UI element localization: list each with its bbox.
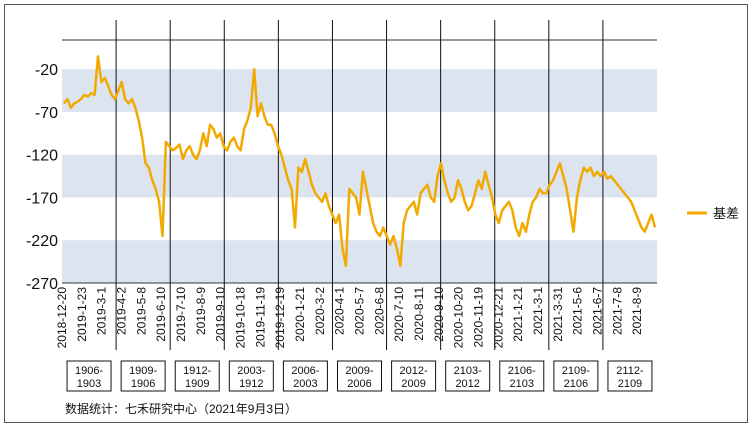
contract-pair-box <box>120 360 166 392</box>
contract-pair-bottom: 1906 <box>131 378 155 390</box>
contract-pair-bottom: 2009 <box>401 378 425 390</box>
contract-pair-box <box>66 360 112 392</box>
contract-pair-top: 1909- <box>129 365 157 377</box>
grid-band <box>62 69 657 112</box>
x-tick-label: 2019-11-19 <box>253 287 267 348</box>
contract-pair-top: 2112- <box>616 365 644 377</box>
x-tick-label: 2019-4-2 <box>115 287 129 335</box>
contract-pair-bottom: 1903 <box>77 378 101 390</box>
x-tick-label: 2021-3-31 <box>551 287 565 342</box>
y-tick-label: -70 <box>35 105 58 122</box>
contract-pair-top: 2103- <box>454 365 482 377</box>
x-tick-label: 2020-3-2 <box>313 287 327 335</box>
x-tick-label: 2019-10-18 <box>234 287 248 349</box>
contract-pair-bottom: 2003 <box>293 378 317 390</box>
y-tick-label: -270 <box>26 276 58 293</box>
x-tick-label: 2021-6-7 <box>591 287 605 335</box>
x-tick-label: 2020-10-20 <box>452 287 466 349</box>
contract-pair-top: 2012- <box>400 365 428 377</box>
x-tick-label: 2020-11-19 <box>472 287 486 348</box>
contract-pair-bottom: 2106 <box>564 378 588 390</box>
x-tick-label: 2021-3-1 <box>531 287 545 335</box>
contract-pair-bottom: 1909 <box>185 378 209 390</box>
y-tick-label: -170 <box>26 190 58 207</box>
basis-series-line <box>63 55 657 268</box>
contract-pair-box <box>174 360 220 392</box>
basis-line-chart: -20 -70 -120 -170 -220 -270 2018-12-20 2019-1-… <box>26 20 739 416</box>
x-tick-label: 2021-5-6 <box>571 287 585 335</box>
x-tick-label: 2020-12-21 <box>491 287 505 349</box>
x-tick-label: 2020-5-7 <box>353 287 367 335</box>
x-tick-label: 2019-7-10 <box>174 287 188 342</box>
contract-pair-box <box>282 360 328 392</box>
x-tick-label: 2021-8-9 <box>630 287 644 335</box>
chart-frame: -20 -70 -120 -170 -220 -270 2018-12-20 2019-1-… <box>4 4 748 423</box>
contract-pair-box <box>445 360 491 392</box>
contract-pair-box <box>499 360 545 392</box>
x-tick-label: 2019-5-8 <box>134 287 148 335</box>
x-tick-label: 2019-6-10 <box>154 287 168 342</box>
contract-pair-box <box>553 360 599 392</box>
x-tick-label: 2021-1-21 <box>511 287 525 342</box>
legend-label: 基差 <box>713 206 739 221</box>
x-tick-label: 2019-8-9 <box>194 287 208 335</box>
x-tick-label: 2020-8-11 <box>412 287 426 341</box>
y-tick-label: -20 <box>35 62 58 79</box>
x-tick-label: 2020-1-21 <box>293 287 307 342</box>
x-tick-label: 2020-9-10 <box>432 287 446 342</box>
contract-pair-top: 2009- <box>345 365 373 377</box>
x-tick-label: 2020-7-10 <box>392 287 406 342</box>
y-tick-label: -220 <box>26 233 58 250</box>
contract-pair-box <box>391 360 437 392</box>
y-tick-label: -120 <box>26 148 58 165</box>
contract-pair-bottom: 1912 <box>239 378 263 390</box>
x-tick-label: 2020-6-8 <box>372 287 386 335</box>
x-tick-label: 2019-3-1 <box>95 287 109 335</box>
grid-band <box>62 154 657 198</box>
x-tick-label: 2019-1-23 <box>75 287 89 342</box>
contract-pair-bottom: 2006 <box>347 378 371 390</box>
source-note: 数据统计：七禾研究中心（2021年9月3日） <box>65 401 297 416</box>
contract-pair-bottom: 2012 <box>455 378 479 390</box>
x-tick-label: 2019-9-10 <box>214 287 228 342</box>
x-tick-label: 2018-12-20 <box>55 287 69 349</box>
contract-pair-box <box>337 360 382 392</box>
contract-pair-box <box>607 360 653 392</box>
x-tick-label: 2019-12-19 <box>273 287 287 349</box>
x-tick-label: 2021-7-8 <box>610 287 624 335</box>
contract-pair-top: 1912- <box>183 365 211 377</box>
contract-pair-bottom: 2109 <box>618 378 642 390</box>
x-tick-label: 2020-4-1 <box>333 287 347 335</box>
contract-pair-top: 2109- <box>562 365 590 377</box>
contract-pair-top: 2106- <box>508 365 536 377</box>
grid-band <box>62 240 657 283</box>
contract-pair-top: 2003- <box>237 365 265 377</box>
contract-pair-box <box>228 360 274 392</box>
contract-pair-top: 1906- <box>75 365 103 377</box>
contract-pair-top: 2006- <box>291 365 319 377</box>
contract-pair-bottom: 2103 <box>510 378 534 390</box>
